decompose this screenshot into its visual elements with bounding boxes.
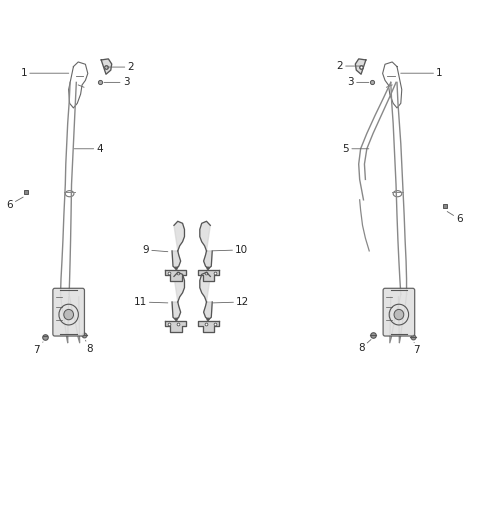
Polygon shape — [206, 267, 209, 270]
Polygon shape — [172, 302, 180, 320]
Polygon shape — [206, 318, 209, 322]
Ellipse shape — [64, 309, 73, 320]
Text: 12: 12 — [213, 297, 250, 307]
Text: 6: 6 — [6, 197, 23, 210]
Text: 8: 8 — [358, 339, 371, 353]
Text: 2: 2 — [107, 62, 134, 72]
Ellipse shape — [394, 309, 404, 320]
Polygon shape — [175, 318, 178, 322]
Text: 3: 3 — [348, 77, 369, 88]
Polygon shape — [165, 270, 186, 281]
Text: 10: 10 — [213, 245, 248, 255]
Polygon shape — [172, 251, 180, 269]
Polygon shape — [204, 251, 212, 269]
Text: 6: 6 — [447, 211, 463, 224]
Polygon shape — [165, 322, 186, 332]
Polygon shape — [198, 270, 219, 281]
Polygon shape — [101, 59, 112, 74]
Text: 3: 3 — [104, 77, 130, 88]
Polygon shape — [204, 302, 212, 320]
Text: 11: 11 — [133, 297, 168, 307]
Text: 5: 5 — [343, 144, 369, 154]
Polygon shape — [175, 267, 178, 270]
Polygon shape — [200, 272, 210, 302]
Text: 9: 9 — [143, 245, 168, 255]
Polygon shape — [200, 221, 210, 251]
Polygon shape — [198, 322, 219, 332]
Text: 7: 7 — [413, 343, 420, 355]
Text: 7: 7 — [33, 342, 43, 355]
Text: 8: 8 — [85, 340, 93, 354]
Polygon shape — [174, 221, 184, 251]
Text: 4: 4 — [74, 144, 103, 154]
Text: 1: 1 — [401, 68, 443, 78]
Polygon shape — [355, 59, 366, 74]
Polygon shape — [174, 272, 184, 302]
FancyBboxPatch shape — [53, 288, 84, 336]
FancyBboxPatch shape — [383, 288, 415, 336]
Text: 1: 1 — [20, 68, 69, 78]
Text: 2: 2 — [336, 61, 360, 71]
